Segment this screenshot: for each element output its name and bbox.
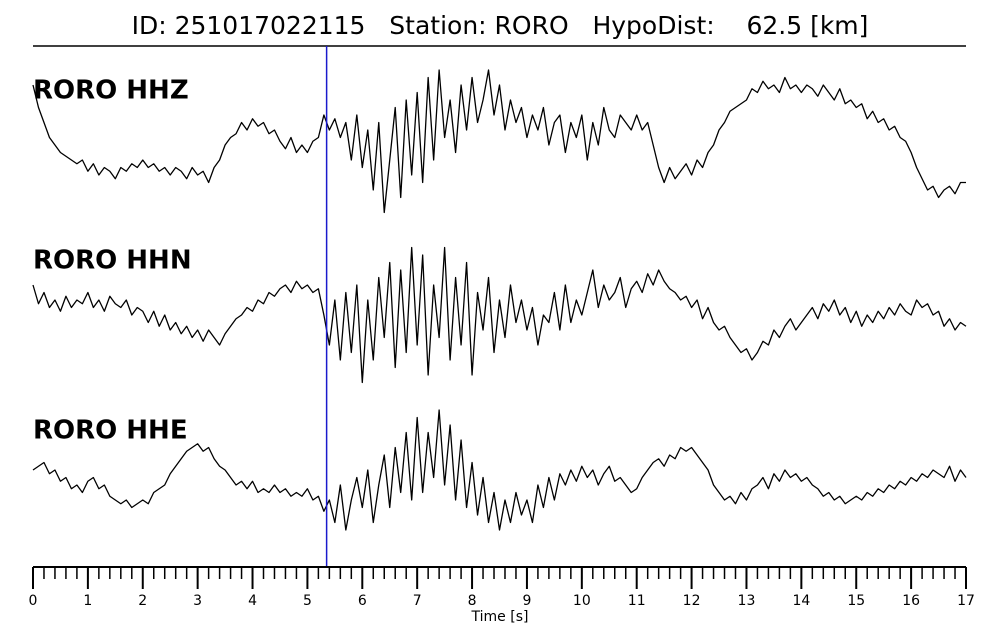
trace xyxy=(32,409,967,531)
x-tick-label: 9 xyxy=(522,593,531,609)
x-tick-label: 1 xyxy=(83,593,92,609)
chart-title: ID: 251017022115 Station: RORO HypoDist:… xyxy=(132,11,869,40)
x-tick-label: 0 xyxy=(29,593,38,609)
x-tick-label: 7 xyxy=(413,593,422,609)
x-tick-label: 11 xyxy=(628,593,646,609)
x-tick-label: 5 xyxy=(303,593,312,609)
x-tick-label: 8 xyxy=(468,593,477,609)
trace-label: RORO HHE xyxy=(33,416,188,446)
x-tick-label: 3 xyxy=(193,593,202,609)
trace xyxy=(32,69,966,214)
x-tick-label: 17 xyxy=(957,593,975,609)
x-tick-label: 12 xyxy=(683,593,701,609)
trace xyxy=(32,246,967,384)
x-tick-label: 6 xyxy=(358,593,367,609)
trace-label: RORO HHN xyxy=(33,246,192,276)
x-tick-label: 10 xyxy=(573,593,591,609)
x-tick-label: 2 xyxy=(138,593,147,609)
x-tick-label: 15 xyxy=(847,593,865,609)
trace-label: RORO HHZ xyxy=(33,76,189,106)
x-tick-label: 4 xyxy=(248,593,257,609)
x-tick-label: 13 xyxy=(738,593,756,609)
x-axis-label: Time [s] xyxy=(471,609,529,625)
x-tick-label: 14 xyxy=(792,593,810,609)
x-tick-label: 16 xyxy=(902,593,920,609)
